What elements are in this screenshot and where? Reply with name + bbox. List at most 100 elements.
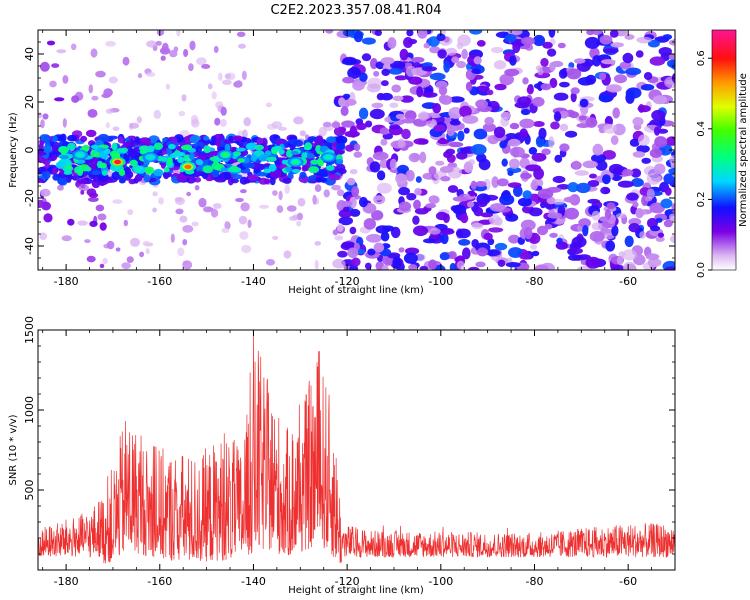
- heatmap-cell: [655, 236, 665, 242]
- colorbar-label: Normalized spectral amplitude: [738, 73, 749, 227]
- heatmap-cell: [67, 218, 75, 226]
- heatmap-cell: [268, 163, 277, 172]
- heatmap-cell: [89, 220, 98, 227]
- heatmap-cell: [423, 238, 437, 244]
- heatmap-cell: [482, 123, 496, 132]
- heatmap-cell: [585, 256, 601, 269]
- heatmap-cell: [448, 141, 464, 148]
- heatmap-cell: [322, 121, 332, 128]
- heatmap-cell: [179, 130, 190, 137]
- heatmap-cell: [496, 178, 509, 187]
- heatmap-cell: [425, 203, 437, 209]
- heatmap-cell: [517, 96, 532, 106]
- heatmap-cell: [265, 259, 276, 266]
- heatmap-cell: [105, 40, 116, 47]
- heatmap-cell: [218, 72, 223, 82]
- heatmap-cell: [476, 153, 487, 163]
- heatmap-cell: [379, 127, 389, 135]
- heatmap-cell: [509, 158, 520, 169]
- heatmap-cell: [91, 95, 99, 101]
- heatmap-cell: [610, 135, 619, 146]
- heatmap-cell: [42, 113, 49, 120]
- heatmap-cell: [671, 202, 675, 214]
- heatmap-cell: [578, 218, 591, 228]
- heatmap-cell: [433, 124, 446, 132]
- heatmap-cell: [544, 223, 553, 230]
- heatmap-cell: [428, 259, 437, 270]
- heatmap-cell: [470, 180, 477, 190]
- heatmap-cell: [250, 154, 258, 162]
- heatmap-cell: [286, 149, 293, 158]
- heatmap-cell: [97, 213, 107, 221]
- heatmap-cell: [531, 152, 547, 162]
- heatmap-cell: [291, 150, 299, 155]
- heatmap-cell: [497, 259, 506, 267]
- heatmap-x-ticks: -180 -160 -140 -120 -100 -80 -60: [42, 30, 676, 288]
- heatmap-cell: [429, 227, 441, 235]
- heatmap-cell: [666, 136, 675, 146]
- heatmap-cell: [670, 234, 675, 244]
- heatmap-cell: [586, 30, 595, 36]
- heatmap-cell: [469, 30, 483, 35]
- heatmap-cell: [316, 169, 328, 175]
- heatmap-cell: [353, 143, 361, 152]
- heatmap-cell: [366, 233, 382, 243]
- heatmap-cell: [347, 67, 361, 79]
- heatmap-cell: [101, 170, 108, 176]
- heatmap-cell: [122, 56, 130, 66]
- colorbar-tick-label: 0.0: [696, 262, 707, 278]
- heatmap-cell: [451, 56, 460, 64]
- heatmap-cell: [351, 186, 360, 197]
- heatmap-cell: [573, 58, 586, 64]
- heatmap-cell: [142, 139, 152, 147]
- heatmap-cell: [106, 240, 115, 250]
- heatmap-cell: [603, 123, 617, 134]
- heatmap-cell: [278, 190, 283, 201]
- heatmap-cell: [462, 247, 471, 260]
- heatmap-cell: [640, 84, 655, 91]
- heatmap-cell: [38, 178, 44, 183]
- heatmap-cell: [579, 98, 589, 108]
- heatmap-cell: [428, 166, 437, 175]
- heatmap-cell: [519, 128, 528, 139]
- heatmap-cell: [353, 31, 363, 43]
- heatmap-cell: [549, 77, 558, 89]
- heatmap-cell: [283, 250, 292, 259]
- heatmap-cell: [475, 181, 487, 187]
- heatmap-cell: [540, 201, 546, 209]
- heatmap-cell: [624, 34, 635, 40]
- heatmap-cell: [423, 42, 431, 49]
- heatmap-cell: [419, 151, 427, 164]
- heatmap-cell: [40, 188, 51, 197]
- heatmap-y-label: Frequency (Hz): [8, 112, 19, 188]
- x-tick-label: -60: [619, 575, 637, 588]
- heatmap-cell: [636, 36, 652, 44]
- heatmap-cell: [52, 135, 58, 143]
- heatmap-cell: [565, 130, 578, 138]
- heatmap-cell: [567, 182, 579, 193]
- heatmap-cell: [371, 210, 384, 221]
- heatmap-cell: [67, 142, 76, 151]
- heatmap-cell: [184, 164, 192, 169]
- heatmap-cell: [214, 177, 226, 183]
- heatmap-cell: [475, 99, 488, 109]
- heatmap-cell: [491, 46, 504, 54]
- heatmap-cell: [201, 64, 211, 69]
- heatmap-cell: [564, 207, 579, 220]
- heatmap-cell: [369, 108, 385, 120]
- heatmap-cell: [491, 176, 499, 188]
- heatmap-cell: [332, 229, 339, 236]
- heatmap-cell: [269, 176, 276, 186]
- heatmap-cell: [117, 136, 125, 144]
- heatmap-cell: [201, 171, 208, 180]
- heatmap-cell: [654, 126, 660, 136]
- heatmap-cell: [585, 74, 597, 85]
- heatmap-cell: [647, 258, 662, 268]
- heatmap-cell: [662, 34, 673, 40]
- heatmap-cell: [112, 126, 120, 132]
- heatmap-cell: [398, 187, 410, 196]
- heatmap-cell: [139, 251, 145, 258]
- heatmap-cell: [212, 203, 222, 209]
- heatmap-cell: [589, 231, 605, 242]
- heatmap-cell: [582, 225, 589, 237]
